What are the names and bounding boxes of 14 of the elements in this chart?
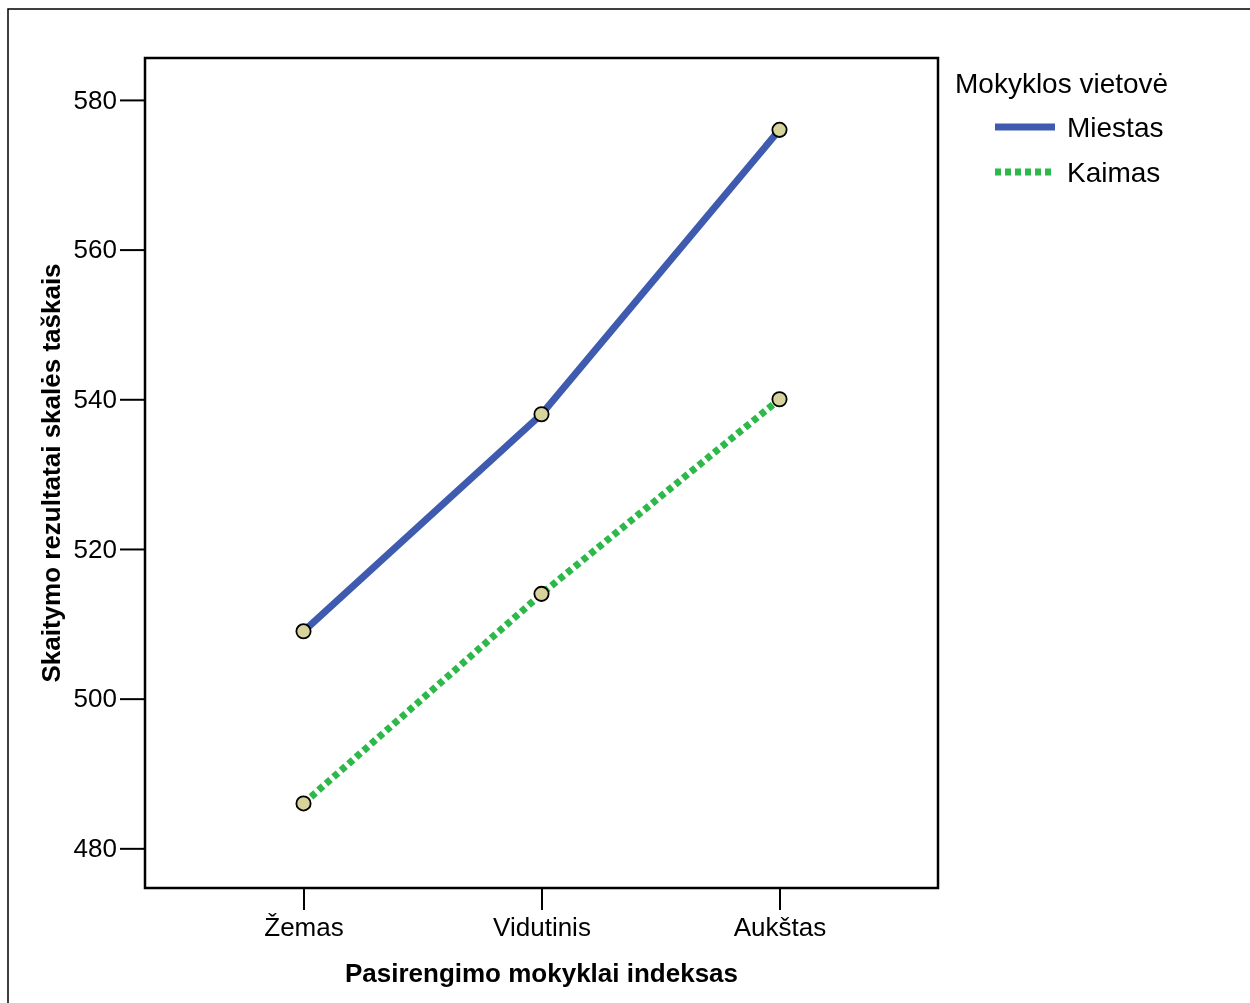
y-tick-label: 520 xyxy=(73,533,117,564)
x-axis-title: Pasirengimo mokyklai indeksas xyxy=(344,958,739,988)
x-tick-label: Aukštas xyxy=(733,912,827,943)
y-tick-label: 560 xyxy=(73,234,117,265)
y-tick-label: 580 xyxy=(73,84,117,115)
x-tick-label: Vidutinis xyxy=(493,912,591,943)
y-tick-label: 500 xyxy=(73,683,117,714)
y-tick-label: 480 xyxy=(73,833,117,864)
legend-label: Kaimas xyxy=(1067,157,1161,188)
y-tick-label: 540 xyxy=(73,384,117,415)
legend-label: Miestas xyxy=(1067,112,1164,143)
legend-title: Mokyklos vietovė xyxy=(955,68,1169,99)
x-tick-label: Žemas xyxy=(264,912,344,943)
y-axis-title: Skaitymo rezultatai skalės taškais xyxy=(36,263,66,683)
